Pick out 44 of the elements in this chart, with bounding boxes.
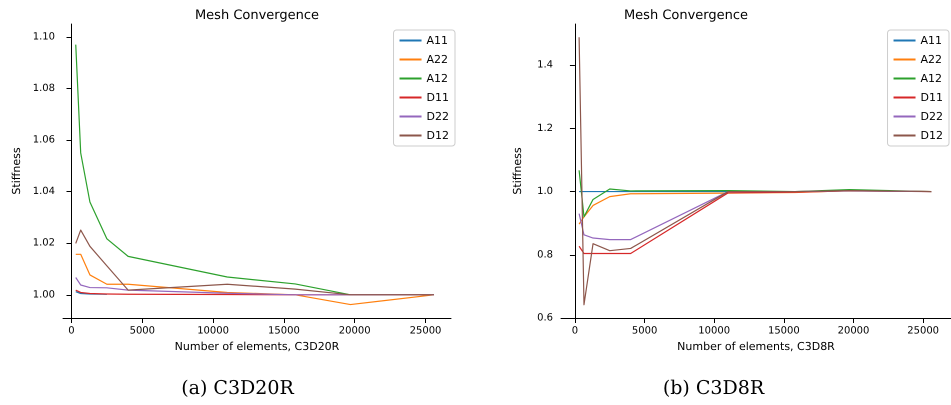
- y-tick-label: 1.06: [32, 134, 55, 146]
- legend-label: A22: [920, 53, 942, 66]
- text: (b) C3D8R: [662, 377, 766, 399]
- y-tick-label: 1.02: [32, 238, 55, 249]
- x-tick-label: 20000: [838, 326, 870, 336]
- legend-label: D22: [920, 110, 943, 123]
- y-tick-label: 1.00: [32, 289, 55, 300]
- y-axis-title: Stiffness: [10, 147, 23, 195]
- x-tick-label: 15000: [768, 326, 800, 336]
- x-tick-label: 25000: [907, 326, 940, 336]
- x-tick-label: 20000: [338, 326, 371, 336]
- legend-label: A11: [920, 34, 942, 47]
- x-tick-label: 0: [572, 326, 578, 336]
- legend-label: D11: [426, 91, 449, 104]
- legend-label: D12: [426, 129, 449, 142]
- y-tick-label: 1.0: [537, 186, 553, 198]
- legend-label: D22: [426, 110, 449, 123]
- legend-label: D11: [920, 91, 943, 104]
- legend-label: A12: [920, 72, 942, 85]
- y-tick-label: 0.6: [537, 312, 553, 324]
- x-tick-label: 15000: [268, 326, 300, 336]
- legend-label: A12: [426, 72, 448, 85]
- line-series: [75, 229, 435, 296]
- text: (a) C3D20R: [180, 377, 296, 399]
- chart-title: Mesh Convergence: [194, 8, 320, 23]
- y-tick-label: 0.8: [537, 249, 553, 260]
- legend-label: A11: [426, 34, 448, 47]
- y-tick-label: 1.10: [32, 31, 55, 42]
- x-axis-title: Number of elements, C3D20R: [174, 340, 340, 353]
- x-axis-title: Number of elements, C3D8R: [677, 340, 836, 353]
- y-axis-title: Stiffness: [511, 147, 524, 195]
- legend-label: A22: [426, 53, 448, 66]
- y-tick-label: 1.4: [537, 60, 553, 71]
- x-tick-label: 5000: [130, 326, 156, 336]
- x-tick-label: 5000: [632, 326, 658, 336]
- chart-title: Mesh Convergence: [624, 8, 748, 23]
- y-tick-label: 1.2: [537, 122, 553, 134]
- legend-label: D12: [920, 129, 943, 142]
- x-tick-label: 10000: [197, 326, 230, 336]
- y-tick-label: 1.04: [32, 186, 55, 198]
- x-tick-label: 25000: [410, 326, 442, 336]
- x-tick-label: 10000: [698, 326, 730, 336]
- x-tick-label: 0: [68, 326, 75, 336]
- y-tick-label: 1.08: [32, 82, 55, 94]
